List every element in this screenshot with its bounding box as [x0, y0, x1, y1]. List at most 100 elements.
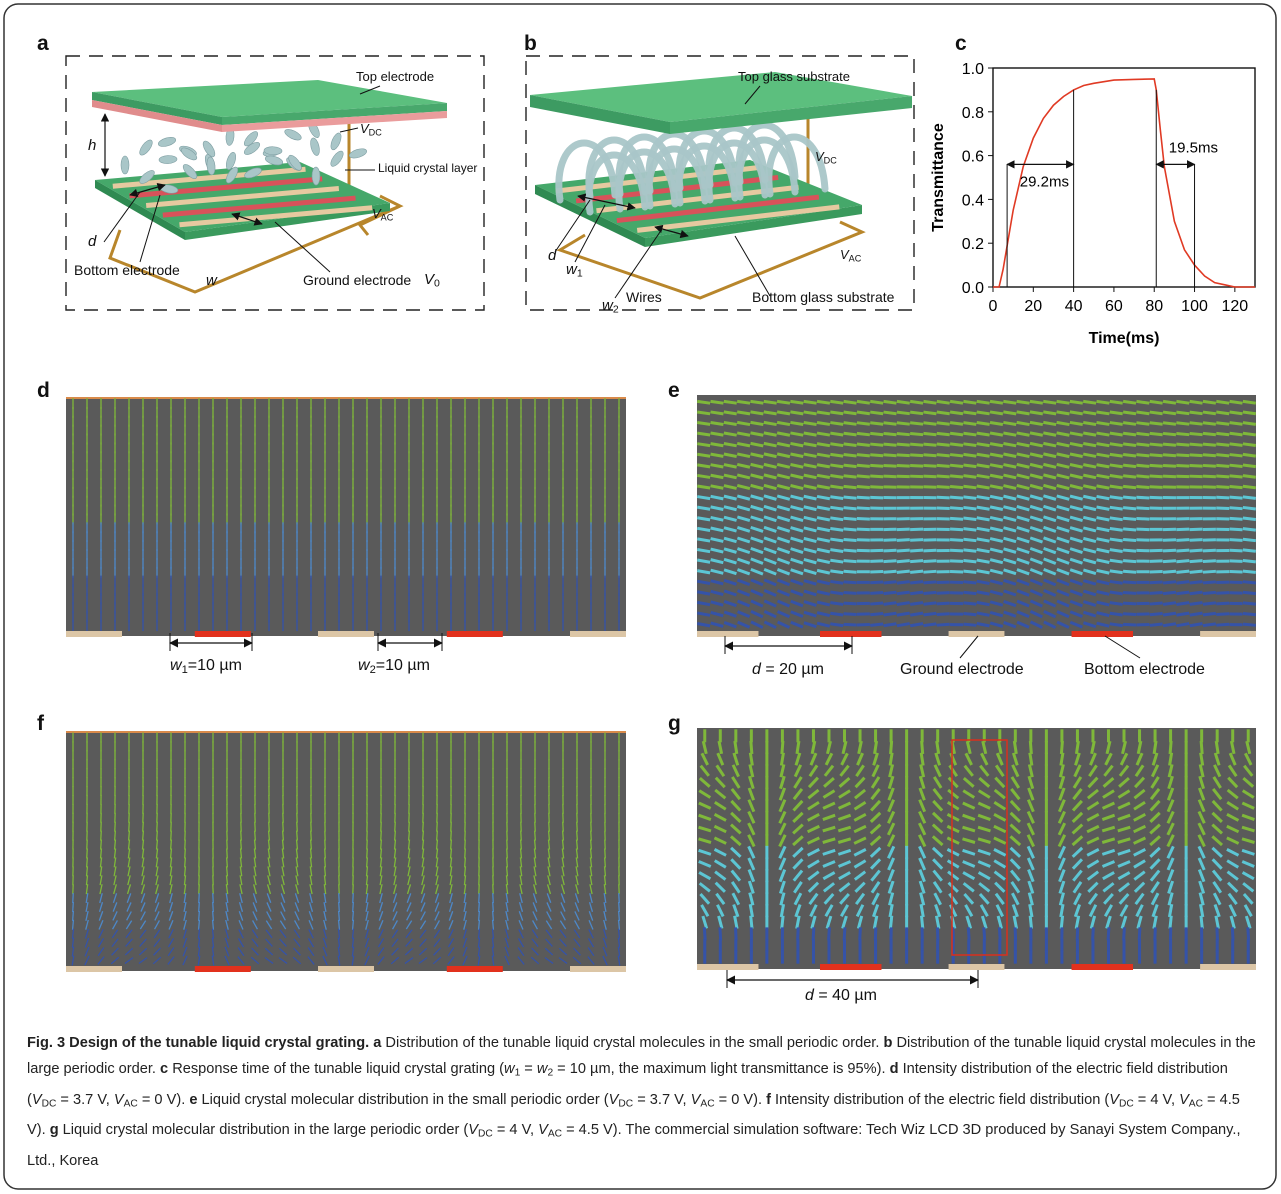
text-run: h: [88, 137, 97, 154]
director: [1016, 599, 1030, 608]
director: [1202, 611, 1217, 617]
director: [723, 410, 737, 416]
director: [561, 857, 565, 868]
director: [816, 547, 831, 554]
director: [1176, 538, 1190, 542]
director: [1214, 740, 1220, 755]
director: [576, 821, 578, 832]
director: [779, 903, 786, 918]
director: [238, 919, 244, 930]
director: [989, 568, 1004, 575]
director: [1086, 870, 1100, 881]
director: [854, 881, 866, 893]
director: [434, 920, 440, 930]
director: [545, 929, 553, 939]
director: [1189, 601, 1203, 606]
director: [748, 764, 755, 778]
director: [519, 866, 523, 877]
director: [169, 857, 173, 868]
director: [717, 740, 724, 755]
director: [1057, 834, 1067, 848]
director: [1136, 495, 1150, 500]
director: [843, 612, 857, 616]
director: [853, 870, 867, 881]
director: [1202, 453, 1217, 458]
director: [125, 929, 133, 939]
director: [776, 483, 791, 491]
director: [853, 800, 867, 811]
director: [776, 420, 791, 427]
director: [211, 946, 215, 957]
director: [776, 578, 791, 587]
label: Bottom electrode: [1084, 662, 1205, 678]
director: [183, 901, 187, 913]
director: [856, 752, 864, 766]
director: [750, 525, 764, 533]
director: [280, 902, 286, 912]
director: [1096, 526, 1110, 533]
director: [1229, 559, 1243, 563]
director: [790, 610, 804, 618]
director: [1056, 431, 1070, 437]
director: [377, 938, 385, 948]
director: [698, 777, 711, 788]
director: [110, 956, 120, 965]
director: [449, 839, 453, 850]
director: [97, 956, 105, 965]
director: [1133, 800, 1146, 811]
director: [127, 875, 131, 886]
director: [280, 911, 286, 921]
director: [407, 857, 411, 868]
director: [947, 881, 959, 893]
director: [1229, 915, 1236, 929]
director: [1118, 764, 1130, 777]
director: [1056, 441, 1070, 448]
director: [1074, 915, 1081, 929]
director: [1241, 789, 1255, 799]
director: [1242, 516, 1256, 522]
director: [723, 399, 737, 405]
label: Ground electrode: [303, 273, 411, 287]
director: [588, 911, 594, 921]
director: [1109, 484, 1123, 490]
director: [723, 452, 737, 458]
director: [1197, 787, 1206, 801]
director: [517, 938, 525, 948]
director: [449, 857, 453, 868]
director: [923, 580, 937, 585]
director: [995, 752, 1004, 766]
director: [963, 410, 977, 416]
text-run: DC: [368, 127, 382, 138]
director: [1016, 399, 1030, 405]
director: [843, 506, 857, 511]
director: [710, 515, 724, 522]
director: [750, 504, 764, 512]
director: [843, 548, 857, 553]
director: [1242, 495, 1256, 500]
director: [976, 495, 990, 501]
director: [963, 452, 977, 458]
director: [1109, 579, 1123, 585]
director: [99, 839, 103, 850]
director: [239, 848, 243, 859]
director: [1043, 567, 1057, 576]
director: [1167, 892, 1174, 906]
director: [141, 830, 145, 841]
director: [1176, 548, 1190, 553]
director: [393, 848, 397, 859]
text-run: Bottom glass substrate: [752, 289, 895, 305]
director: [870, 622, 884, 627]
director: [730, 788, 742, 801]
director: [561, 866, 565, 877]
director: [519, 893, 523, 904]
director: [433, 938, 441, 948]
director: [790, 452, 804, 458]
director: [519, 875, 523, 886]
director: [267, 830, 271, 841]
wire: [108, 194, 404, 294]
x-tick-label: 0: [989, 298, 998, 315]
director: [1162, 442, 1177, 447]
director: [1016, 452, 1030, 459]
director: [491, 919, 495, 930]
director: [963, 431, 977, 437]
